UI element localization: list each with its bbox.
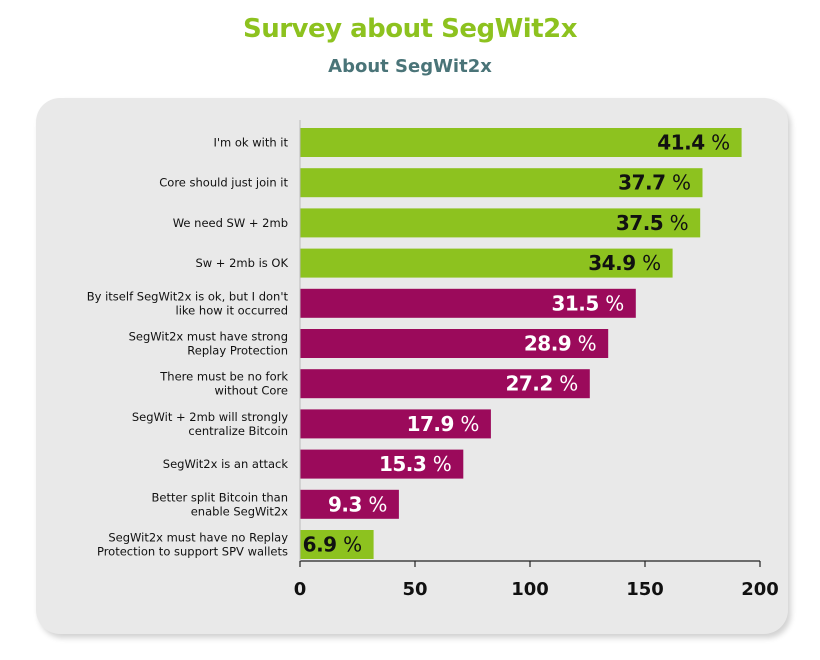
value-label-1: 37.7 % — [618, 171, 690, 195]
category-label-2: We need SW + 2mb — [173, 216, 288, 230]
bars-layer: I'm ok with it 41.4 % Core should just joi… — [87, 128, 742, 559]
chart-title: Survey about SegWit2x — [243, 14, 578, 44]
category-label-3: Sw + 2mb is OK — [195, 256, 288, 270]
value-label-3: 34.9 % — [588, 251, 660, 275]
value-label-10: 6.9 % — [303, 533, 362, 557]
value-label-4: 31.5 % — [551, 291, 623, 315]
value-label-7: 17.9 % — [407, 412, 479, 436]
category-label-5: SegWit2x must have strong Replay Protecti… — [129, 330, 288, 358]
bar-5 — [300, 329, 609, 358]
category-label-9: Better split Bitcoin than enable SegWit2x — [151, 490, 288, 518]
x-tick-label-1: 50 — [402, 579, 427, 600]
x-tick-label-0: 0 — [294, 579, 307, 600]
bar-9 — [300, 489, 399, 519]
category-label-1: Core should just join it — [159, 176, 288, 190]
value-label-0: 41.4 % — [657, 131, 729, 155]
bar-4 — [300, 288, 636, 318]
bar-2 — [300, 208, 701, 238]
bar-7 — [300, 409, 491, 439]
category-label-8: SegWit2x is an attack — [163, 457, 289, 471]
value-label-9: 9.3 % — [328, 492, 387, 516]
value-label-6: 27.2 % — [505, 372, 577, 396]
category-label-10: SegWit2x must have no Replay Protection t… — [97, 531, 288, 559]
bar-10 — [300, 530, 374, 559]
value-label-8: 15.3 % — [379, 452, 451, 476]
bar-6 — [300, 369, 590, 399]
x-tick-label-4: 200 — [741, 579, 779, 600]
category-label-0: I'm ok with it — [213, 136, 288, 150]
category-label-4: By itself SegWit2x is ok, but I don't lik… — [87, 289, 289, 317]
x-tick-label-2: 100 — [511, 579, 549, 600]
x-tick-label-3: 150 — [626, 579, 664, 600]
bar-3 — [300, 248, 673, 278]
value-label-5: 28.9 % — [524, 332, 596, 356]
value-label-2: 37.5 % — [616, 211, 688, 235]
chart-subtitle: About SegWit2x — [328, 56, 492, 77]
category-label-6: There must be no fork without Core — [159, 370, 288, 398]
category-label-7: SegWit + 2mb will strongly centralize Bit… — [132, 410, 288, 438]
bar-0 — [300, 128, 742, 157]
bar-8 — [300, 449, 464, 479]
bar-1 — [300, 168, 703, 198]
x-axis: 0 50 100 150 200 — [294, 120, 779, 600]
